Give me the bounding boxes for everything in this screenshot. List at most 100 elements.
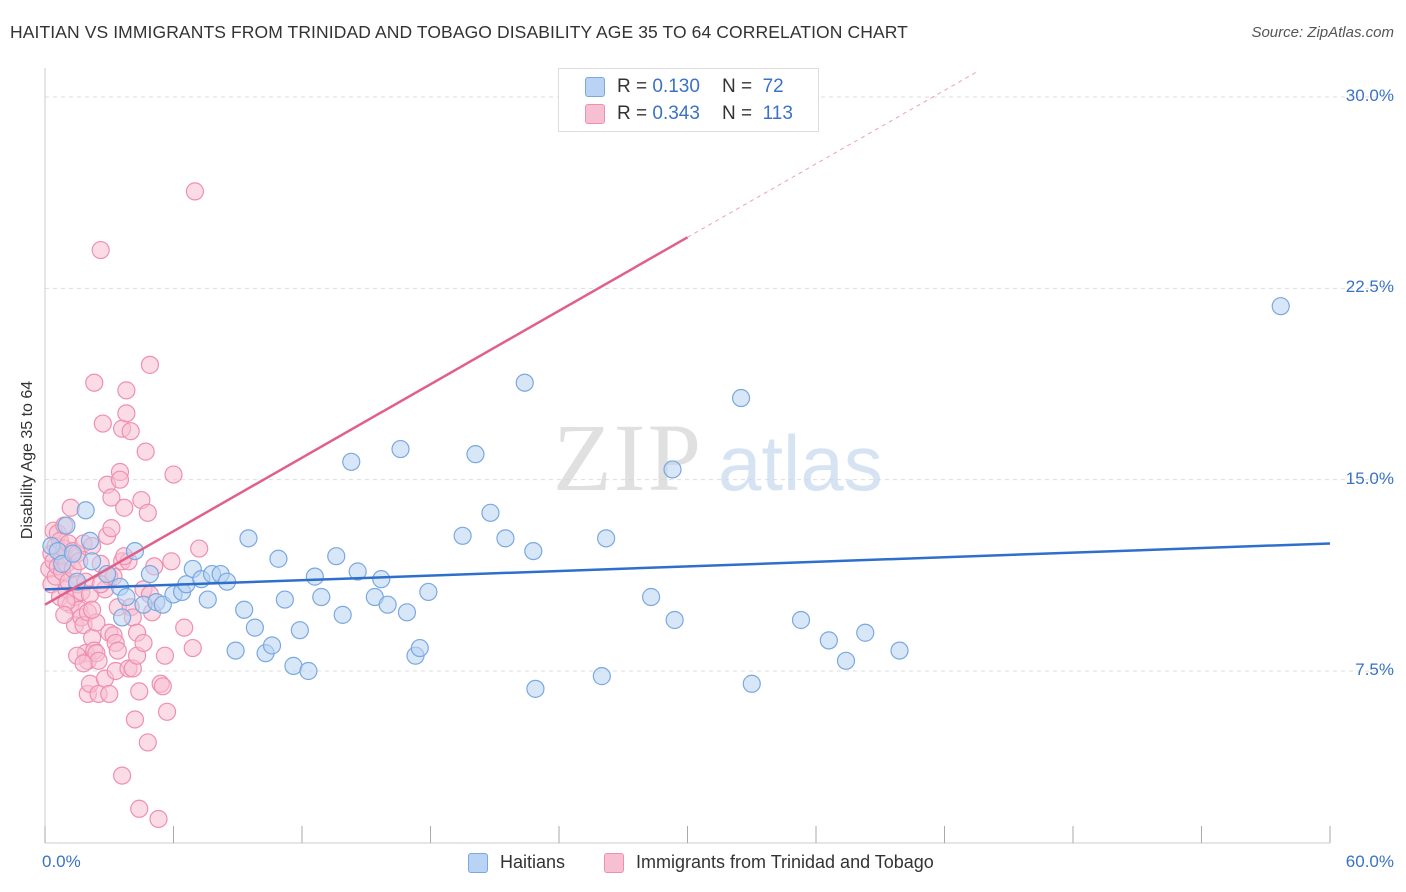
point-haitians <box>80 531 100 550</box>
point-haitians <box>262 636 282 655</box>
point-trinidad <box>136 442 155 461</box>
legend-label-haitians: Haitians <box>500 852 566 872</box>
point-haitians <box>378 595 397 614</box>
y-tick-label: 30.0% <box>1345 86 1394 105</box>
point-haitians <box>348 562 367 581</box>
point-trinidad <box>121 422 140 441</box>
point-trinidad <box>149 809 168 829</box>
point-haitians <box>299 661 318 681</box>
grid-lines <box>45 96 1392 672</box>
point-haitians <box>245 618 264 637</box>
legend-r-value: 0.130 <box>652 76 700 97</box>
x-tick-label: 0.0% <box>42 852 81 871</box>
legend-row-trinidad: R = 0.343 N = 113 <box>585 102 793 126</box>
correlation-legend: R = 0.130 N = 72 R = 0.343 N = 113 <box>558 68 819 132</box>
point-trinidad <box>91 240 110 260</box>
point-haitians <box>856 623 875 642</box>
point-haitians <box>391 439 410 459</box>
point-haitians <box>515 373 534 392</box>
point-haitians <box>327 547 346 566</box>
point-haitians <box>226 641 245 660</box>
point-trinidad <box>117 404 136 423</box>
point-trinidad <box>134 633 153 653</box>
point-haitians <box>333 605 352 624</box>
point-trinidad <box>102 519 121 538</box>
point-haitians <box>140 564 160 584</box>
point-trinidad <box>190 539 209 558</box>
point-trinidad <box>183 638 202 658</box>
legend-swatch-blue <box>468 852 488 873</box>
point-trinidad <box>117 381 136 400</box>
point-trinidad <box>138 733 157 752</box>
point-trinidad <box>175 618 194 637</box>
legend-label-trinidad: Immigrants from Trinidad and Tobago <box>636 852 934 872</box>
y-axis-label: Disability Age 35 to 64 <box>19 380 36 540</box>
point-haitians <box>524 541 543 561</box>
trend-line-trinidad <box>44 236 689 606</box>
trend-lines <box>44 71 1331 606</box>
point-haitians <box>1271 297 1290 316</box>
point-trinidad <box>130 682 149 701</box>
point-haitians <box>641 587 661 607</box>
point-haitians <box>466 445 485 464</box>
point-haitians <box>57 516 76 535</box>
point-trinidad <box>100 684 119 704</box>
legend-n-value: 72 <box>762 76 784 97</box>
point-haitians <box>372 570 391 589</box>
point-haitians <box>453 526 472 545</box>
series-legend: Haitians Immigrants from Trinidad and To… <box>0 852 1406 878</box>
point-trinidad <box>164 465 183 484</box>
legend-r-label: R = <box>617 103 648 124</box>
point-haitians <box>526 679 545 698</box>
point-haitians <box>836 651 856 670</box>
point-trinidad <box>93 414 112 433</box>
point-haitians <box>239 529 258 548</box>
axes <box>44 68 1331 844</box>
point-haitians <box>63 544 82 563</box>
point-trinidad <box>162 552 181 571</box>
point-haitians <box>290 621 309 640</box>
point-haitians <box>597 529 616 548</box>
point-haitians <box>481 503 500 522</box>
legend-item-haitians[interactable]: Haitians <box>468 852 565 873</box>
point-trinidad <box>157 702 177 721</box>
point-haitians <box>117 587 136 607</box>
point-trinidad <box>140 355 160 374</box>
point-haitians <box>731 388 751 408</box>
point-trinidad <box>125 710 145 729</box>
series-trinidad-points <box>40 182 209 829</box>
point-haitians <box>419 582 438 602</box>
point-haitians <box>791 610 811 630</box>
watermark-zip: ZIP <box>553 404 703 511</box>
point-haitians <box>890 641 909 660</box>
point-haitians <box>76 501 95 520</box>
y-tick-label: 22.5% <box>1345 277 1394 297</box>
point-haitians <box>665 610 684 630</box>
point-trinidad <box>85 373 104 392</box>
source-label: Source: ZipAtlas.com <box>1251 24 1394 41</box>
legend-swatch-pink <box>585 104 605 124</box>
point-haitians <box>819 631 838 650</box>
point-haitians <box>410 638 429 658</box>
watermark: ZIP atlas <box>553 404 883 511</box>
legend-swatch-blue <box>585 77 605 97</box>
point-haitians <box>235 600 254 619</box>
point-haitians <box>112 608 132 627</box>
point-haitians <box>275 590 294 609</box>
point-haitians <box>397 603 417 622</box>
point-trinidad <box>102 488 121 507</box>
legend-item-trinidad[interactable]: Immigrants from Trinidad and Tobago <box>604 852 934 873</box>
point-haitians <box>312 587 331 607</box>
legend-n-value: 113 <box>762 103 793 124</box>
point-haitians <box>496 529 515 548</box>
point-haitians <box>305 567 324 586</box>
point-trinidad <box>112 766 132 785</box>
point-trinidad <box>153 677 172 696</box>
point-haitians <box>742 674 761 693</box>
x-tick-label: 60.0% <box>1345 852 1394 871</box>
point-trinidad <box>155 646 175 665</box>
point-trinidad <box>74 654 93 673</box>
point-trinidad <box>83 600 102 619</box>
point-haitians <box>198 590 217 609</box>
point-trinidad <box>55 605 74 624</box>
